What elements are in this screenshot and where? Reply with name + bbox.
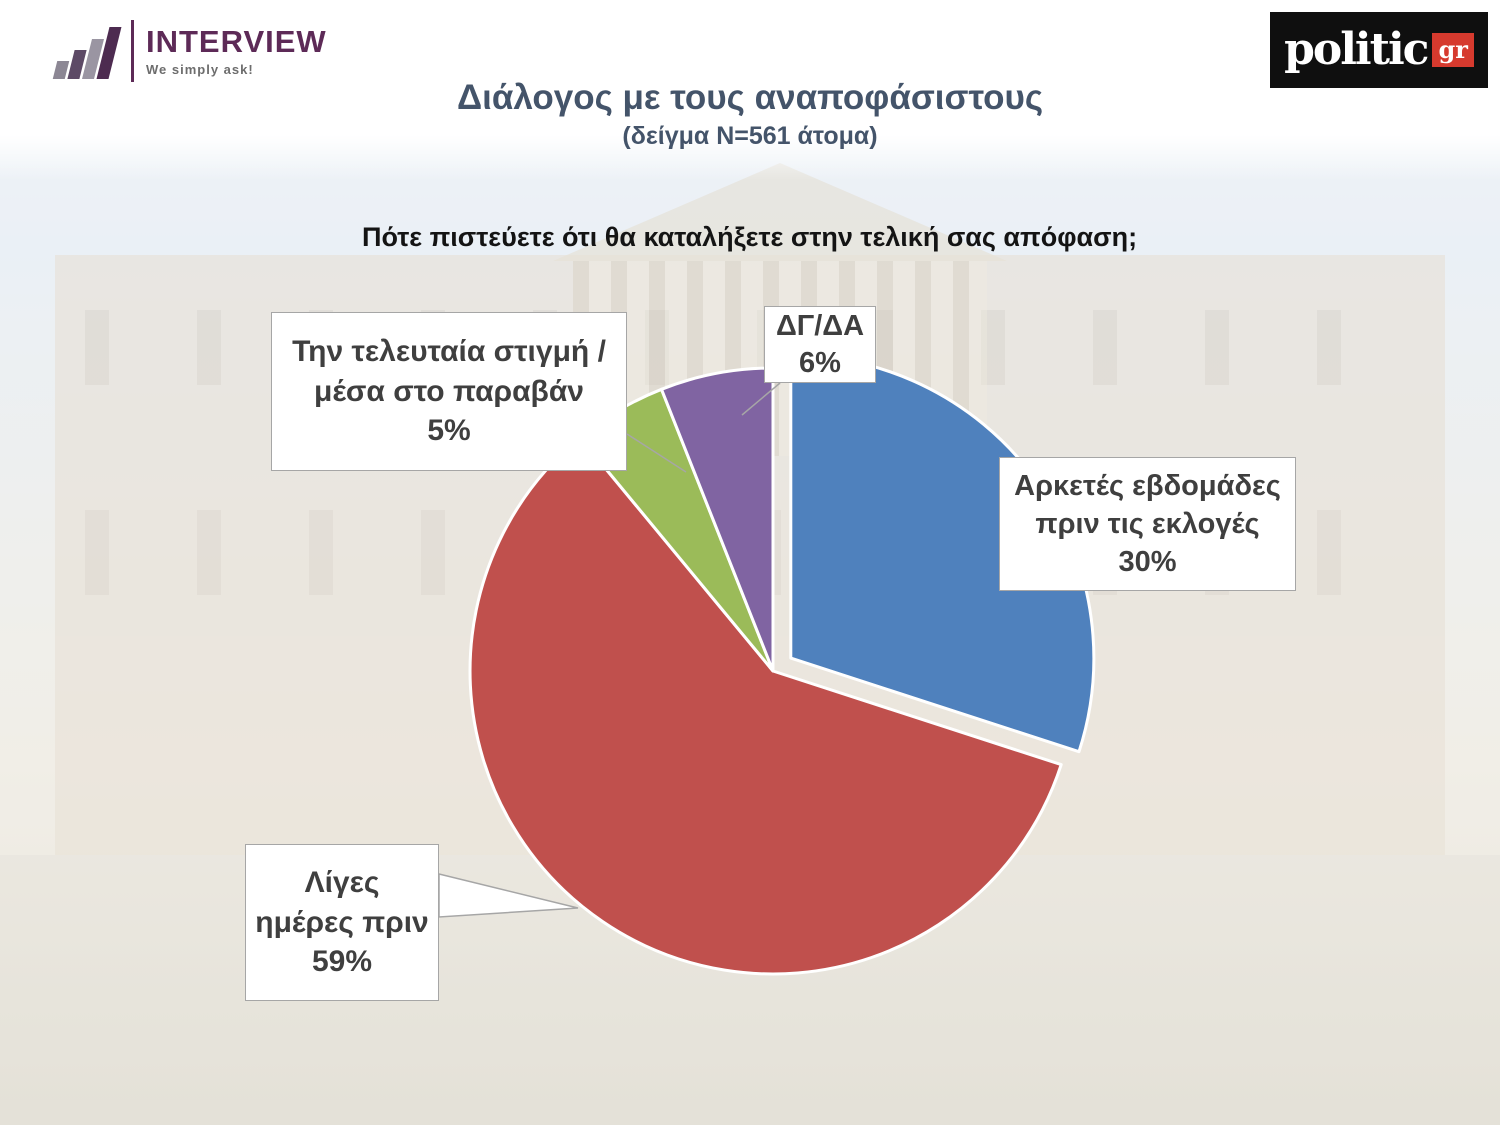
sample-size-note: (δείγμα Ν=561 άτομα): [622, 122, 878, 150]
slice-label-dgda: ΔΓ/ΔΑ: [775, 310, 865, 343]
interview-logo-name: INTERVIEW: [146, 23, 327, 59]
callout-last-minute: Την τελευταία στιγμή / μέσα στο παραβάν …: [271, 312, 627, 471]
slice-label-last-minute: Την τελευταία στιγμή / μέσα στο παραβάν: [292, 335, 606, 408]
callout-weeks-before: Αρκετές εβδομάδες πριν τις εκλογές 30%: [999, 457, 1296, 591]
callout-pointer-few-days: [438, 873, 579, 918]
logo-divider: [131, 20, 134, 82]
leader-line-dgda: [741, 382, 781, 416]
slice-label-few-days-before: Λίγες ημέρες πριν: [255, 866, 429, 939]
chart-title: Διάλογος με τους αναποφάσιστους: [456, 78, 1044, 117]
politic-logo-name: politic: [1284, 24, 1429, 75]
callout-dgda: ΔΓ/ΔΑ 6%: [764, 306, 876, 383]
slice-value-weeks-before: 30%: [1118, 546, 1177, 579]
pie-slice-1: [468, 436, 1063, 976]
slice-label-weeks-before: Αρκετές εβδομάδες πριν τις εκλογές: [1014, 469, 1281, 540]
interview-logo: INTERVIEW We simply ask!: [52, 14, 327, 88]
politic-logo: politic gr: [1270, 12, 1488, 88]
question-text: Πότε πιστεύετε ότι θα καταλήξετε στην τε…: [362, 222, 1138, 252]
slice-value-few-days-before: 59%: [311, 945, 373, 979]
interview-logo-tagline: We simply ask!: [146, 61, 254, 77]
leader-line-last-minute: [626, 433, 687, 473]
slice-value-last-minute: 5%: [427, 414, 471, 448]
callout-few-days-before: Λίγες ημέρες πριν 59%: [245, 844, 439, 1001]
slice-value-dgda: 6%: [799, 346, 841, 379]
background-top-white-band: [0, 0, 1500, 180]
politic-logo-gr-badge: gr: [1432, 33, 1474, 67]
